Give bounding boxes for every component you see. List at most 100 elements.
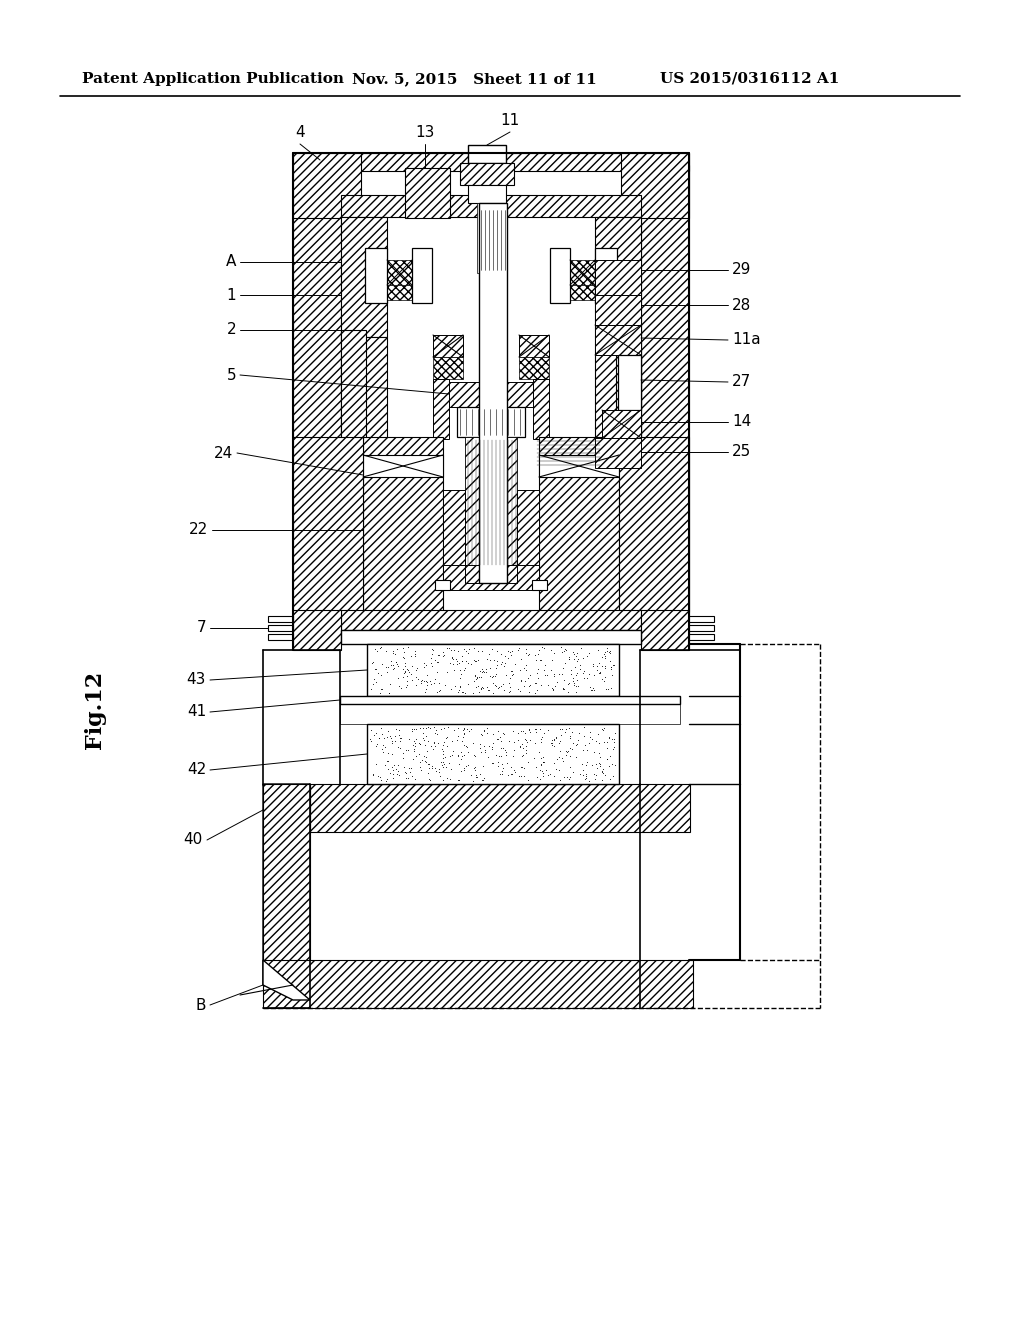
Point: [546, 735, 562, 756]
Point: [536, 751, 552, 772]
Point: [520, 770, 537, 791]
Point: [408, 729, 424, 750]
Point: [589, 655, 605, 676]
Point: [421, 752, 437, 774]
Point: [434, 770, 451, 791]
Point: [454, 730, 470, 751]
Point: [604, 665, 621, 686]
Text: 22: 22: [188, 523, 208, 537]
Point: [487, 665, 504, 686]
Point: [408, 643, 424, 664]
Point: [416, 656, 432, 677]
Point: [528, 672, 545, 693]
Point: [418, 678, 434, 700]
Point: [489, 678, 506, 700]
Point: [408, 719, 424, 741]
Point: [392, 738, 409, 759]
Point: [520, 644, 537, 665]
Point: [493, 653, 509, 675]
Point: [521, 675, 538, 696]
Point: [428, 760, 444, 781]
Point: [521, 719, 538, 741]
Point: [455, 681, 471, 702]
Point: [399, 636, 416, 657]
Point: [392, 677, 409, 698]
Point: [515, 744, 531, 766]
Point: [569, 651, 586, 672]
Point: [520, 644, 537, 665]
Point: [484, 752, 501, 774]
Point: [561, 727, 578, 748]
Point: [518, 643, 535, 664]
Text: Patent Application Publication: Patent Application Publication: [82, 73, 344, 86]
Point: [411, 743, 427, 764]
Point: [439, 726, 456, 747]
Point: [467, 746, 483, 767]
Point: [574, 647, 591, 668]
Point: [495, 738, 511, 759]
Point: [396, 652, 413, 673]
Point: [544, 735, 560, 756]
Polygon shape: [362, 437, 443, 612]
Point: [373, 664, 389, 685]
Point: [515, 758, 531, 779]
Point: [545, 678, 561, 700]
Point: [488, 729, 505, 750]
Point: [437, 675, 454, 696]
Point: [475, 721, 492, 742]
Point: [467, 664, 483, 685]
Point: [587, 768, 603, 789]
Point: [494, 652, 510, 673]
Point: [506, 759, 522, 780]
Point: [435, 734, 452, 755]
Polygon shape: [534, 379, 549, 440]
Point: [519, 668, 536, 689]
Point: [397, 763, 414, 784]
Point: [372, 638, 388, 659]
Point: [546, 730, 562, 751]
Point: [433, 738, 450, 759]
Point: [407, 733, 423, 754]
Point: [536, 723, 552, 744]
Point: [571, 659, 588, 680]
Point: [498, 665, 514, 686]
Polygon shape: [341, 610, 641, 630]
Point: [456, 719, 472, 741]
Point: [605, 737, 622, 758]
Polygon shape: [433, 356, 463, 379]
Point: [474, 640, 490, 661]
Point: [455, 726, 471, 747]
Point: [461, 639, 477, 660]
Point: [474, 677, 490, 698]
Point: [568, 645, 585, 667]
Point: [395, 647, 412, 668]
Point: [486, 649, 503, 671]
Polygon shape: [340, 704, 680, 723]
Point: [496, 673, 512, 694]
Point: [586, 678, 602, 700]
Point: [487, 663, 504, 684]
Point: [388, 764, 404, 785]
Point: [406, 718, 422, 739]
Point: [451, 652, 467, 673]
Point: [568, 663, 585, 684]
Point: [378, 640, 394, 661]
Point: [428, 719, 444, 741]
Point: [544, 649, 560, 671]
Point: [388, 759, 404, 780]
Point: [604, 655, 621, 676]
Point: [400, 661, 417, 682]
Point: [530, 668, 547, 689]
Text: 11: 11: [501, 114, 519, 128]
Point: [419, 672, 435, 693]
Point: [371, 663, 387, 684]
Polygon shape: [641, 165, 689, 610]
Point: [556, 678, 572, 700]
Point: [546, 729, 562, 750]
Point: [373, 770, 389, 791]
Point: [548, 759, 564, 780]
Point: [445, 719, 462, 741]
Point: [579, 766, 595, 787]
Point: [368, 659, 384, 680]
Point: [560, 672, 577, 693]
